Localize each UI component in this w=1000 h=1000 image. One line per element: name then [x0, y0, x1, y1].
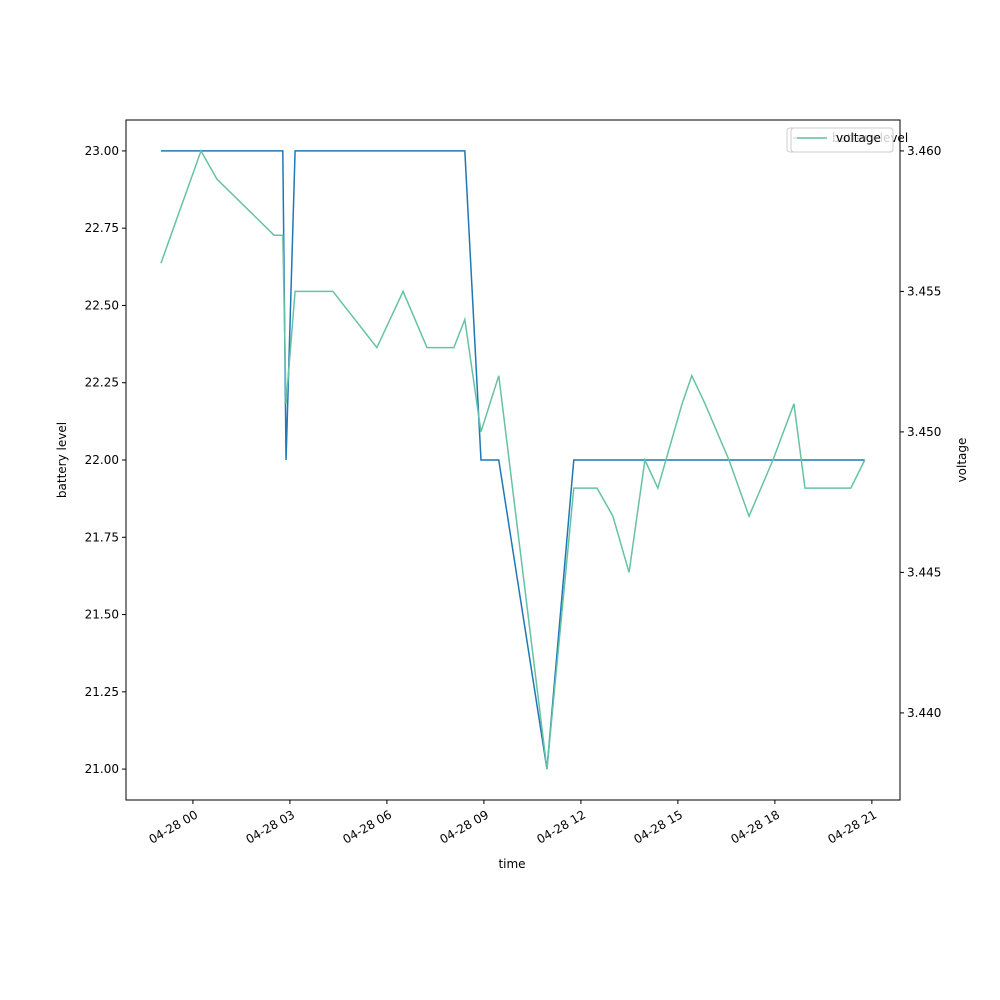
series-line [160, 149, 866, 770]
y-tick-label: 21.25 [85, 685, 119, 699]
y2-tick-label: 3.450 [907, 425, 941, 439]
y2-tick-label: 3.455 [907, 284, 941, 298]
x-tick-label: 04-28 15 [631, 808, 685, 847]
legend: voltage [790, 127, 894, 153]
y2-tick-label: 3.445 [907, 565, 941, 579]
y-tick-label: 21.75 [85, 530, 119, 544]
y-tick-label: 21.50 [85, 608, 119, 622]
x-tick-label: 04-28 09 [437, 808, 491, 847]
x-tick-label: 04-28 18 [728, 808, 782, 847]
y-axis-label: battery level [55, 422, 69, 498]
x-tick-label: 04-28 06 [340, 808, 394, 847]
legend-box [790, 127, 894, 153]
x-tick-label: 04-28 00 [146, 808, 200, 847]
y-tick-label: 21.00 [85, 762, 119, 776]
y-tick-label: 22.50 [85, 298, 119, 312]
x-tick-label: 04-28 21 [825, 808, 879, 847]
legend-label: voltage [836, 131, 881, 145]
y2-tick-label: 3.440 [907, 706, 941, 720]
y-tick-label: 22.25 [85, 376, 119, 390]
x-tick-label: 04-28 03 [243, 808, 297, 847]
y-tick-label: 22.75 [85, 221, 119, 235]
y2-axis-label: voltage [955, 438, 969, 483]
y-tick-label: 23.00 [85, 144, 119, 158]
y2-tick-label: 3.460 [907, 144, 941, 158]
x-tick-label: 04-28 12 [534, 808, 588, 847]
series-line [160, 150, 865, 770]
y-tick-label: 22.00 [85, 453, 119, 467]
x-axis-label: time [498, 857, 525, 871]
plot-frame [125, 119, 901, 801]
